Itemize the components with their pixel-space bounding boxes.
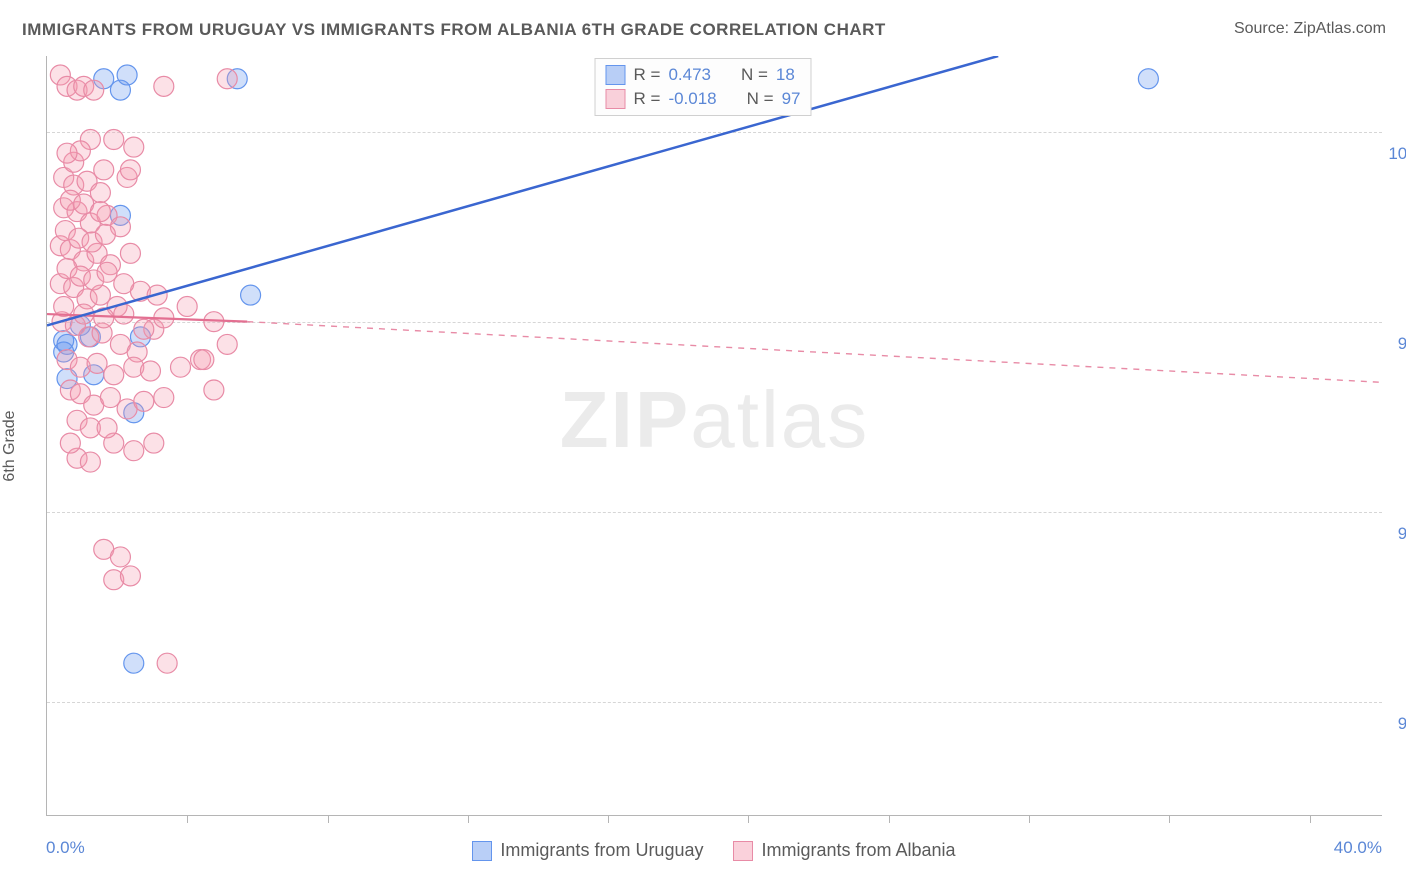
label-n: N = — [747, 89, 774, 109]
point-albania — [134, 319, 154, 339]
x-tick — [1169, 815, 1170, 823]
point-albania — [194, 350, 214, 370]
point-albania — [95, 224, 115, 244]
point-albania — [154, 388, 174, 408]
x-tick — [1029, 815, 1030, 823]
point-albania — [100, 388, 120, 408]
point-albania — [87, 353, 107, 373]
point-albania — [57, 143, 77, 163]
r-value-uruguay: 0.473 — [668, 65, 711, 85]
point-albania — [97, 262, 117, 282]
legend-label-albania: Immigrants from Albania — [761, 840, 955, 861]
point-albania — [110, 547, 130, 567]
correlation-legend: R = 0.473 N = 18 R = -0.018 N = 97 — [595, 58, 812, 116]
legend-row-uruguay: R = 0.473 N = 18 — [606, 63, 801, 87]
label-r: R = — [634, 65, 661, 85]
point-uruguay — [117, 65, 137, 85]
point-albania — [120, 243, 140, 263]
chart-title: IMMIGRANTS FROM URUGUAY VS IMMIGRANTS FR… — [22, 20, 886, 40]
point-albania — [104, 365, 124, 385]
y-tick-label: 97.5% — [1398, 334, 1406, 354]
point-albania — [144, 433, 164, 453]
point-albania — [217, 69, 237, 89]
r-value-albania: -0.018 — [668, 89, 716, 109]
x-tick — [748, 815, 749, 823]
label-n: N = — [741, 65, 768, 85]
point-albania — [80, 452, 100, 472]
point-uruguay — [124, 653, 144, 673]
y-tick-label: 92.5% — [1398, 714, 1406, 734]
source-attribution: Source: ZipAtlas.com — [1234, 20, 1386, 38]
point-uruguay — [1138, 69, 1158, 89]
y-tick-label: 100.0% — [1388, 144, 1406, 164]
n-value-albania: 97 — [782, 89, 801, 109]
point-albania — [157, 653, 177, 673]
x-tick — [328, 815, 329, 823]
legend-row-albania: R = -0.018 N = 97 — [606, 87, 801, 111]
x-tick — [608, 815, 609, 823]
point-albania — [177, 296, 197, 316]
point-albania — [90, 202, 110, 222]
point-albania — [204, 380, 224, 400]
point-albania — [90, 183, 110, 203]
x-tick — [1310, 815, 1311, 823]
series-legend: Immigrants from Uruguay Immigrants from … — [46, 840, 1382, 861]
point-albania — [104, 130, 124, 150]
swatch-pink — [606, 89, 626, 109]
point-albania — [124, 441, 144, 461]
plot-svg — [47, 56, 1382, 815]
point-albania — [217, 334, 237, 354]
point-albania — [60, 433, 80, 453]
source-link[interactable]: ZipAtlas.com — [1294, 20, 1386, 37]
label-r: R = — [634, 89, 661, 109]
point-uruguay — [241, 285, 261, 305]
x-tick — [468, 815, 469, 823]
legend-item-uruguay: Immigrants from Uruguay — [472, 840, 703, 861]
n-value-uruguay: 18 — [776, 65, 795, 85]
point-albania — [114, 304, 134, 324]
point-albania — [154, 76, 174, 96]
x-tick — [187, 815, 188, 823]
point-albania — [94, 160, 114, 180]
point-albania — [114, 274, 134, 294]
point-albania — [120, 160, 140, 180]
legend-item-albania: Immigrants from Albania — [733, 840, 955, 861]
x-tick — [889, 815, 890, 823]
point-albania — [124, 137, 144, 157]
point-albania — [134, 391, 154, 411]
chart-plot-area: ZIPatlas 92.5%95.0%97.5%100.0% — [46, 56, 1382, 816]
swatch-blue — [606, 65, 626, 85]
swatch-pink — [733, 841, 753, 861]
y-tick-label: 95.0% — [1398, 524, 1406, 544]
legend-label-uruguay: Immigrants from Uruguay — [500, 840, 703, 861]
point-albania — [84, 80, 104, 100]
swatch-blue — [472, 841, 492, 861]
source-prefix: Source: — [1234, 20, 1294, 37]
point-albania — [120, 566, 140, 586]
point-albania — [171, 357, 191, 377]
point-albania — [97, 418, 117, 438]
point-albania — [140, 361, 160, 381]
y-axis-title: 6th Grade — [1, 410, 19, 481]
